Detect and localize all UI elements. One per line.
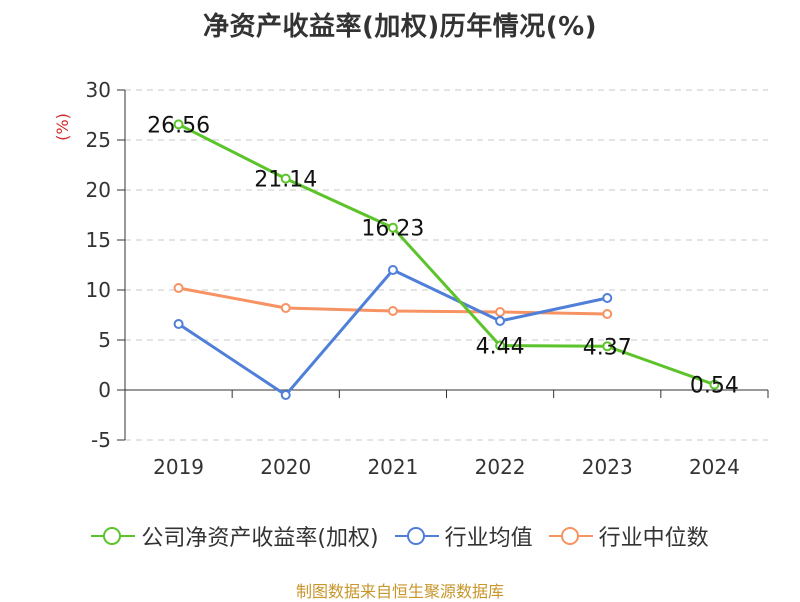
- legend: 公司净资产收益率(加权) 行业均值 行业中位数: [0, 520, 800, 552]
- x-tick-label: 2023: [582, 455, 633, 479]
- series-layer: [173, 119, 720, 400]
- data-point: [280, 173, 291, 184]
- data-point: [495, 316, 506, 326]
- data-point: [495, 340, 506, 351]
- y-tick-label: -5: [91, 428, 111, 452]
- legend-swatch-industry-median: [548, 525, 593, 547]
- data-point: [602, 293, 613, 303]
- data-point: [280, 303, 291, 313]
- data-point: [709, 379, 720, 390]
- data-point: [495, 307, 506, 317]
- y-tick-label: 0: [98, 378, 111, 402]
- source-note: 制图数据来自恒生聚源数据库: [295, 582, 504, 601]
- data-point: [173, 119, 184, 130]
- series-line: [177, 268, 608, 397]
- grid-lines: [125, 89, 768, 441]
- y-axis-label: (%): [53, 113, 72, 141]
- data-point: [387, 222, 398, 233]
- legend-swatch-company: [91, 525, 136, 547]
- y-tick-label: 30: [86, 78, 111, 102]
- data-label: 4.37: [583, 335, 632, 360]
- data-label: 4.44: [476, 335, 525, 360]
- x-tick-label: 2020: [260, 455, 311, 479]
- legend-item-company[interactable]: 公司净资产收益率(加权): [91, 520, 379, 552]
- data-point: [173, 283, 184, 293]
- data-label: 0.54: [690, 374, 739, 399]
- data-point: [173, 319, 184, 329]
- y-tick-label: 20: [86, 178, 111, 202]
- x-tick-label: 2022: [475, 455, 526, 479]
- data-label: 21.14: [254, 168, 317, 193]
- legend-swatch-industry-mean: [394, 525, 439, 547]
- data-point: [387, 265, 398, 275]
- y-tick-label: 5: [98, 328, 111, 352]
- legend-label-company: 公司净资产收益率(加权): [141, 526, 379, 551]
- chart-title: 净资产收益率(加权)历年情况(%): [202, 12, 598, 42]
- x-tick-label: 2024: [689, 455, 740, 479]
- y-tick-label: 25: [86, 128, 111, 152]
- y-tick-label: 15: [86, 228, 111, 252]
- x-tick-label: 2021: [367, 455, 418, 479]
- data-labels: 26.56 21.14 16.23 4.44 4.37 0.54: [147, 113, 739, 398]
- series-line: [177, 123, 715, 387]
- y-tick-label: 10: [86, 278, 111, 302]
- data-point: [280, 390, 291, 400]
- legend-item-industry-median[interactable]: 行业中位数: [548, 520, 709, 552]
- axes: -5 0 5 10 15 20 25 30 2019 2020 2021 2022 2023 2024: [86, 78, 769, 479]
- legend-label-industry-mean: 行业均值: [444, 526, 533, 551]
- data-point: [387, 306, 398, 316]
- legend-label-industry-median: 行业中位数: [598, 526, 709, 551]
- x-tick-label: 2019: [153, 455, 204, 479]
- data-point: [602, 309, 613, 319]
- data-point: [602, 341, 613, 352]
- legend-item-industry-mean[interactable]: 行业均值: [394, 520, 533, 552]
- data-label: 26.56: [147, 113, 210, 138]
- data-label: 16.23: [361, 217, 424, 242]
